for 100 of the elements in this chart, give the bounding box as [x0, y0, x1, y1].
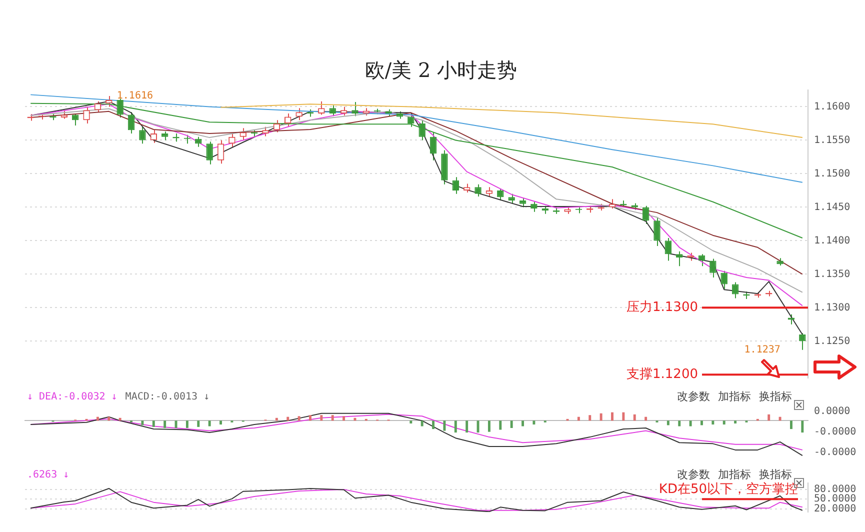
- bar: [164, 420, 166, 428]
- bar: [275, 418, 278, 421]
- ref-line-label: 压力1.1300: [626, 300, 698, 316]
- bar: [208, 420, 211, 426]
- text: 换指标: [759, 390, 792, 403]
- y-tick-label: 1.1400: [814, 235, 850, 246]
- bar: [700, 420, 703, 426]
- bar: [186, 420, 188, 428]
- chart-title: 欧/美 2 小时走势: [364, 58, 518, 82]
- y-tick-label: 50.0000: [814, 494, 856, 505]
- text: -0.0000: [814, 447, 856, 458]
- text: 0.0000: [814, 406, 850, 418]
- text: 改参数: [677, 390, 710, 403]
- text: -0.0000: [814, 426, 856, 438]
- bar: [342, 416, 346, 421]
- bar: [197, 420, 200, 427]
- y-tick-label: 80.0000: [814, 484, 856, 496]
- bar: [432, 420, 435, 430]
- bar: [522, 420, 524, 426]
- bar: [678, 420, 681, 426]
- bar: [476, 420, 480, 433]
- bar: [801, 420, 804, 433]
- candlestick: [318, 100, 325, 116]
- text: .6263 ↓: [27, 470, 70, 481]
- bar: [510, 420, 513, 428]
- bar: [778, 416, 782, 421]
- bar: [689, 420, 692, 426]
- bar: [466, 420, 468, 433]
- bar: [286, 416, 290, 421]
- candlestick: [654, 217, 660, 247]
- text: 改参数: [677, 468, 710, 481]
- y-tick-label: 1.1600: [814, 101, 850, 112]
- candlestick: [430, 132, 437, 161]
- annotation: 1.1237: [744, 344, 780, 356]
- bar: [666, 420, 670, 426]
- candlestick: [352, 102, 358, 117]
- bar: [644, 416, 648, 421]
- candlestick: [329, 104, 336, 117]
- candlestick: [217, 140, 224, 164]
- bar: [611, 412, 614, 421]
- bar: [331, 415, 334, 421]
- candlestick: [698, 254, 706, 267]
- bar: [410, 420, 412, 424]
- candlestick: [664, 238, 672, 262]
- bar: [600, 413, 602, 421]
- candlestick: [474, 184, 482, 197]
- bar: [768, 414, 770, 421]
- bar: [108, 416, 110, 421]
- bar: [532, 420, 536, 425]
- candlestick: [418, 120, 426, 141]
- annotation: 1.1616: [116, 90, 154, 102]
- bar: [488, 420, 490, 432]
- text: 加指标: [718, 468, 751, 481]
- y-tick-label: 20.0000: [814, 503, 856, 514]
- bar: [220, 420, 222, 425]
- bar: [309, 415, 312, 421]
- candlestick: [296, 108, 302, 121]
- bar: [712, 420, 714, 425]
- bar: [454, 420, 457, 433]
- bar: [443, 420, 446, 431]
- y-tick-label: 1.1550: [814, 134, 850, 146]
- y-tick-label: 1.1250: [814, 336, 850, 347]
- candlestick: [530, 201, 538, 212]
- text: 加指标: [718, 390, 751, 403]
- bar: [790, 420, 792, 430]
- bar: [499, 420, 502, 430]
- candlestick: [240, 128, 246, 141]
- bar: [734, 420, 737, 424]
- candlestick: [642, 205, 650, 224]
- ref-line-label: 支撑1.1200: [626, 367, 698, 382]
- candlestick: [508, 193, 515, 204]
- candlestick: [486, 186, 493, 197]
- candlestick: [106, 96, 112, 108]
- series-label: ↓ DEA:-0.0032 ↓: [27, 392, 118, 403]
- bar: [622, 412, 625, 421]
- text: 换指标: [759, 468, 792, 481]
- bar: [141, 420, 144, 426]
- bar: [722, 420, 726, 425]
- candlestick: [262, 126, 269, 137]
- bar: [633, 414, 636, 421]
- y-tick-label: 1.1500: [814, 168, 850, 180]
- candlestick: [519, 197, 526, 208]
- bar: [96, 416, 99, 421]
- bar: [588, 415, 592, 421]
- bar: [577, 416, 580, 421]
- bar: [354, 418, 356, 421]
- bar: [320, 415, 323, 421]
- bar: [298, 416, 300, 421]
- candlestick: [206, 141, 213, 165]
- y-tick-label: 1.1450: [814, 202, 850, 213]
- bar: [420, 420, 424, 426]
- bar: [152, 420, 155, 427]
- bar: [118, 418, 122, 421]
- candlestick: [128, 112, 135, 134]
- y-tick-label: 1.1350: [814, 268, 850, 280]
- candlestick: [676, 250, 683, 267]
- candlestick: [720, 270, 728, 290]
- series-label: MACD:-0.0013 ↓: [125, 392, 210, 403]
- candlestick: [710, 258, 716, 278]
- candlestick: [799, 332, 806, 350]
